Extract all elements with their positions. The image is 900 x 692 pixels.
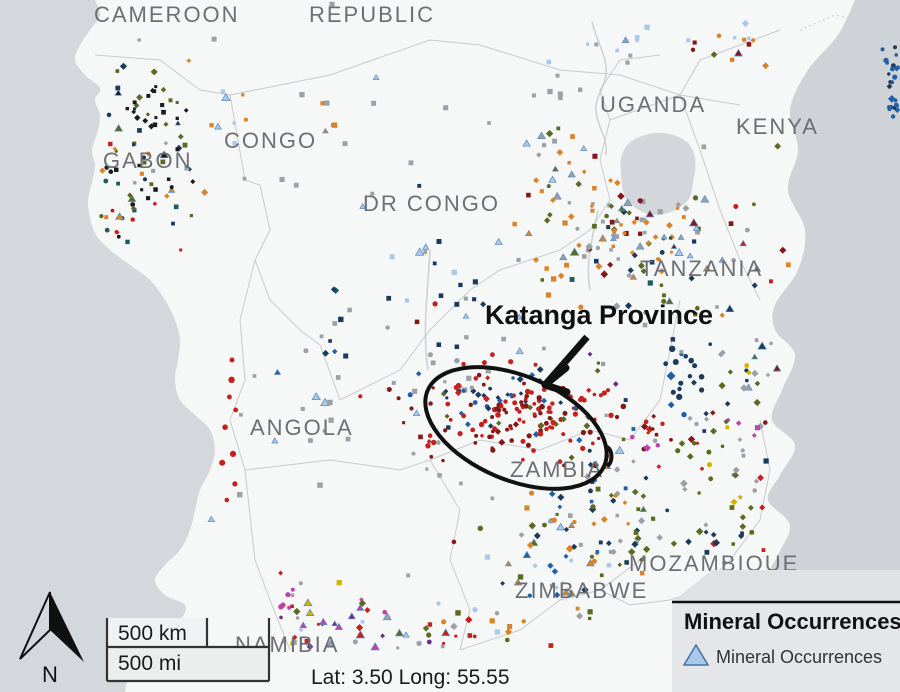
svg-text:REPUBLIC: REPUBLIC (309, 2, 435, 27)
svg-text:Lat: 3.50 Long: 55.55: Lat: 3.50 Long: 55.55 (311, 666, 510, 689)
svg-text:CAMEROON: CAMEROON (94, 2, 240, 27)
svg-text:TANZANIA: TANZANIA (640, 256, 763, 281)
svg-text:ZAMBIA: ZAMBIA (510, 457, 604, 482)
svg-text:GABON: GABON (103, 148, 192, 173)
svg-text:KENYA: KENYA (736, 114, 819, 139)
svg-text:Mineral Occurrences: Mineral Occurrences (684, 609, 900, 634)
svg-text:UGANDA: UGANDA (600, 92, 706, 117)
svg-text:Katanga Province: Katanga Province (485, 300, 713, 330)
svg-text:500 km: 500 km (118, 622, 187, 645)
svg-text:Mineral Occurrences: Mineral Occurrences (716, 647, 882, 667)
svg-text:CONGO: CONGO (224, 128, 317, 153)
svg-text:ANGOLA: ANGOLA (250, 415, 354, 440)
svg-text:N: N (42, 662, 58, 687)
svg-text:DR CONGO: DR CONGO (363, 191, 500, 216)
svg-text:ZIMBABWE: ZIMBABWE (515, 578, 648, 603)
svg-text:500 mi: 500 mi (118, 652, 181, 675)
